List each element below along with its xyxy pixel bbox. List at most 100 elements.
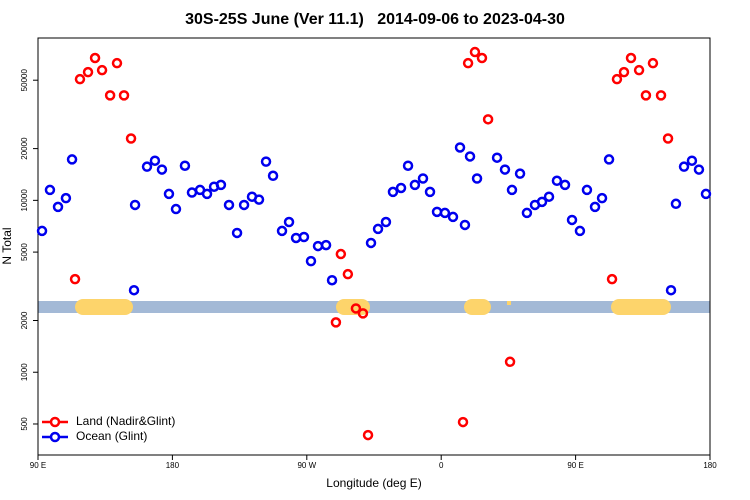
data-point — [395, 182, 407, 194]
data-point — [223, 199, 235, 211]
y-axis-label: N Total — [0, 227, 14, 264]
data-point — [670, 198, 682, 210]
data-point — [611, 73, 623, 85]
data-point — [504, 356, 516, 368]
legend-label: Land (Nadir&Glint) — [76, 414, 175, 428]
data-point — [253, 194, 265, 205]
data-point — [283, 216, 295, 228]
data-point — [402, 160, 414, 171]
data-point — [476, 52, 488, 64]
data-point — [170, 203, 182, 215]
data-point — [141, 161, 153, 172]
data-point — [424, 186, 436, 198]
data-point — [129, 199, 141, 211]
data-point — [447, 211, 459, 223]
x-tick-label: 90 E — [30, 461, 46, 470]
data-point — [36, 225, 48, 237]
data-point — [44, 184, 56, 196]
data-point — [596, 192, 608, 204]
data-point — [625, 52, 637, 64]
data-point — [606, 273, 618, 285]
data-point — [462, 57, 474, 69]
x-tick-label: 90 E — [567, 461, 583, 470]
data-point — [506, 184, 518, 196]
data-point — [603, 154, 615, 165]
y-tick-label: 20000 — [20, 137, 29, 160]
data-point — [559, 179, 571, 191]
data-point — [330, 317, 342, 328]
data-point — [163, 188, 175, 200]
data-point — [551, 175, 563, 187]
ocean-band — [38, 301, 710, 313]
data-point — [66, 154, 78, 165]
data-point — [350, 303, 362, 314]
chart-title: 30S-25S June (Ver 11.1) 2014-09-06 to 20… — [185, 11, 565, 28]
data-point — [459, 219, 471, 231]
data-point — [693, 164, 705, 175]
data-point — [380, 216, 392, 228]
plot-frame — [37, 37, 711, 456]
data-point — [260, 156, 272, 167]
data-point — [125, 133, 137, 144]
data-point — [305, 255, 317, 267]
land-patch — [464, 299, 491, 315]
data-point — [665, 284, 677, 296]
data-point — [387, 186, 399, 198]
data-point — [633, 64, 645, 76]
data-point — [469, 46, 481, 58]
data-point — [298, 231, 310, 243]
x-tick-label: 180 — [703, 461, 717, 470]
y-tick-label: 50000 — [20, 69, 29, 92]
data-point — [149, 155, 161, 166]
data-point — [357, 308, 369, 319]
data-point — [640, 90, 652, 101]
data-point — [335, 248, 347, 260]
data-point — [104, 90, 116, 101]
data-point — [499, 164, 511, 175]
data-point — [655, 90, 667, 101]
data-point — [372, 223, 384, 235]
data-point — [128, 284, 140, 296]
data-point — [267, 170, 279, 182]
data-point — [326, 274, 338, 286]
data-point — [342, 268, 354, 280]
data-point — [60, 192, 72, 204]
data-point — [231, 227, 243, 239]
y-tick-label: 2000 — [20, 311, 29, 329]
data-point — [566, 214, 578, 226]
data-point — [96, 64, 108, 76]
data-point — [543, 191, 555, 202]
surface-band — [38, 299, 710, 315]
data-point — [686, 155, 698, 166]
legend-label: Ocean (Glint) — [76, 429, 147, 443]
y-tick-label: 1000 — [20, 363, 29, 381]
data-point — [574, 225, 586, 237]
data-point — [647, 57, 659, 69]
x-tick-label: 90 W — [297, 461, 316, 470]
data-point — [536, 196, 548, 208]
data-point — [409, 179, 421, 191]
data-point — [201, 188, 213, 200]
x-tick-label: 180 — [166, 461, 180, 470]
data-point — [521, 207, 533, 219]
data-point — [662, 133, 674, 144]
data-point — [482, 114, 494, 125]
data-point — [581, 184, 593, 196]
data-point — [417, 173, 429, 184]
data-point — [491, 152, 503, 163]
data-point — [118, 90, 130, 101]
data-point — [186, 187, 198, 198]
data-point — [700, 188, 712, 200]
data-point — [362, 429, 374, 441]
y-tick-label: 10000 — [20, 189, 29, 212]
data-point — [454, 142, 466, 153]
x-axis-label: Longitude (deg E) — [326, 476, 421, 490]
land-patch — [75, 299, 133, 315]
data-point — [320, 239, 332, 251]
data-point — [457, 416, 469, 428]
data-point — [312, 240, 324, 252]
data-point — [69, 273, 81, 285]
data-point — [589, 201, 601, 213]
data-point — [89, 52, 101, 64]
